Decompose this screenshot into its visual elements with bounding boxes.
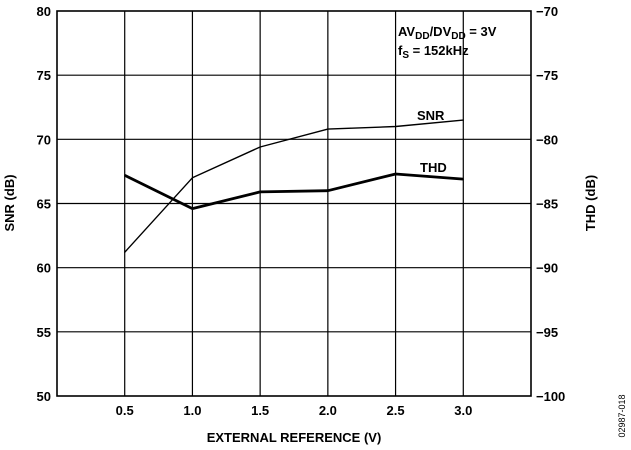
thd-point [191,208,194,210]
snr-point [259,146,261,148]
y-tick-label: 50 [37,389,51,404]
thd-point [327,190,329,192]
snr-point [462,119,464,121]
y2-tick-label: −100 [536,389,565,404]
x-tick-label: 1.0 [183,403,201,418]
y2-tick-label: −85 [536,197,558,212]
snr-point [394,125,397,128]
thd-series-label: THD [420,160,447,175]
snr-line [124,119,464,253]
thd-point [394,173,397,175]
y2-tick-label: −95 [536,325,558,340]
snr-point [191,177,194,179]
x-tick-label: 2.5 [387,403,405,418]
x-tick-label: 1.5 [251,403,269,418]
y-axis-title: SNR (dB) [2,174,17,231]
y2-tick-label: −70 [536,4,558,19]
sample-rate-annotation: fS = 152kHz [398,43,469,61]
figure-id: 02987-018 [617,394,627,437]
y-tick-label: 80 [37,4,51,19]
tick-labels: 0.5 1.0 1.5 2.0 2.5 3.0 80 75 70 65 60 55 50 −70 −75 −8… [37,4,566,418]
supply-voltage-annotation: AVDD/DVDD = 3V [398,24,497,42]
y2-tick-label: −75 [536,68,558,83]
y-tick-label: 75 [37,68,51,83]
x-tick-label: 0.5 [116,403,134,418]
y2-axis-title: THD (dB) [583,175,598,231]
y-tick-label: 60 [37,261,51,276]
y2-tick-label: −80 [536,132,558,147]
thd-point [462,178,464,180]
x-tick-label: 2.0 [319,403,337,418]
snr-series-label: SNR [417,108,445,123]
snr-point [327,128,329,130]
thd-line [124,172,464,211]
thd-point [259,191,261,193]
x-axis-title: EXTERNAL REFERENCE (V) [207,430,382,445]
y2-tick-label: −90 [536,261,558,276]
snr-point [124,251,126,253]
y-tick-label: 70 [37,132,51,147]
x-tick-label: 3.0 [454,403,472,418]
grid [57,11,531,396]
thd-point [124,174,126,176]
y-tick-label: 65 [37,197,51,212]
series-lines [124,119,464,253]
y-tick-label: 55 [37,325,51,340]
